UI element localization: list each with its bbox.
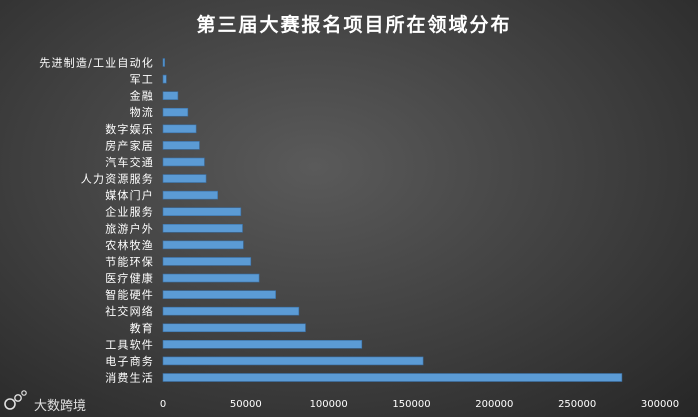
bar bbox=[162, 373, 623, 382]
category-label: 消费生活 bbox=[105, 371, 154, 385]
category-label: 教育 bbox=[130, 321, 154, 335]
category-label: 医疗健康 bbox=[105, 271, 154, 285]
bar bbox=[162, 174, 207, 183]
category-label: 军工 bbox=[130, 73, 154, 86]
bar bbox=[162, 257, 252, 266]
category-label: 农林牧渔 bbox=[105, 238, 154, 252]
bar bbox=[162, 340, 363, 349]
category-label: 节能环保 bbox=[105, 254, 154, 268]
bar bbox=[162, 273, 260, 283]
bar bbox=[162, 91, 179, 100]
x-tick-label: 250000 bbox=[558, 399, 596, 410]
x-tick-label: 300000 bbox=[641, 399, 679, 410]
category-label: 汽车交通 bbox=[105, 155, 154, 169]
bar bbox=[162, 190, 218, 200]
category-label: 物流 bbox=[130, 105, 154, 119]
bar bbox=[162, 223, 243, 233]
bar bbox=[162, 356, 424, 366]
bar bbox=[162, 124, 197, 134]
x-tick-label: 150000 bbox=[392, 399, 430, 410]
x-tick-label: 50000 bbox=[230, 399, 262, 410]
category-label: 金融 bbox=[130, 89, 154, 103]
category-label: 智能硬件 bbox=[105, 288, 154, 302]
watermark-text: 大数跨境 bbox=[34, 399, 86, 414]
category-label: 先进制造/工业自动化 bbox=[39, 56, 154, 70]
category-label: 房产家居 bbox=[105, 138, 154, 152]
bar bbox=[162, 323, 306, 333]
x-axis-ticks: 0 50000 100000 150000 200000 250000 300000 bbox=[160, 399, 679, 410]
bar bbox=[162, 240, 244, 250]
category-label: 媒体门户 bbox=[105, 188, 154, 202]
watermark: 大数跨境 bbox=[4, 390, 86, 414]
chart-title: 第三届大赛报名项目所在领域分布 bbox=[196, 13, 511, 36]
bar bbox=[162, 107, 189, 117]
category-label: 人力资源服务 bbox=[81, 172, 154, 186]
category-label: 企业服务 bbox=[105, 205, 154, 219]
x-tick-label: 200000 bbox=[475, 399, 513, 410]
category-labels: 先进制造/工业自动化军工金融物流数字娱乐房产家居汽车交通人力资源服务媒体门户企业… bbox=[39, 56, 154, 385]
bar bbox=[162, 58, 165, 67]
bar bbox=[162, 207, 242, 217]
category-label: 工具软件 bbox=[105, 337, 154, 351]
x-tick-label: 0 bbox=[160, 399, 166, 410]
category-label: 电子商务 bbox=[105, 354, 154, 368]
x-tick-label: 100000 bbox=[310, 399, 348, 410]
bar bbox=[162, 141, 200, 150]
category-label: 社交网络 bbox=[105, 304, 154, 318]
bar bbox=[162, 306, 300, 316]
bar bbox=[162, 157, 205, 167]
brand-logo-icon bbox=[4, 390, 27, 410]
category-label: 数字娱乐 bbox=[105, 122, 154, 136]
category-label: 旅游户外 bbox=[105, 221, 154, 235]
bar bbox=[162, 290, 276, 299]
bar bbox=[162, 74, 167, 84]
bars-layer bbox=[162, 58, 623, 382]
